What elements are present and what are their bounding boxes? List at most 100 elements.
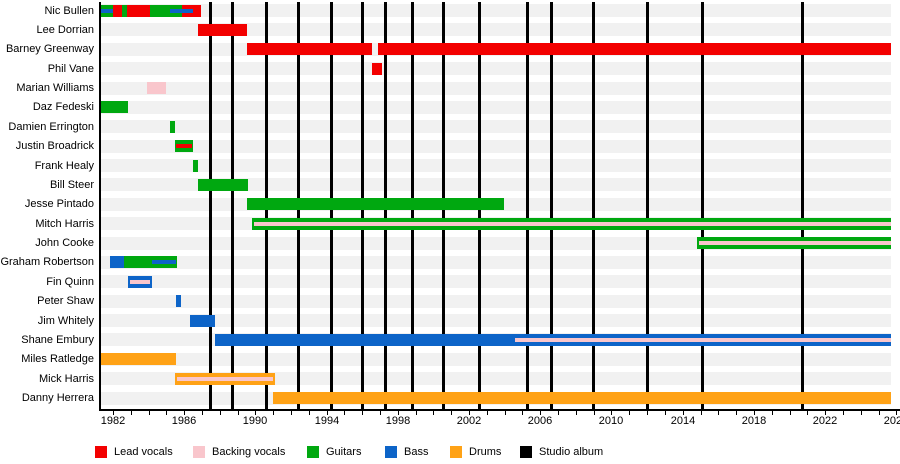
legend-swatch-lead-vocals	[95, 446, 107, 458]
legend-label-lead-vocals: Lead vocals	[114, 446, 173, 458]
member-label: Fin Quinn	[46, 276, 94, 288]
bar-orange	[101, 353, 176, 365]
axis-tick	[754, 411, 755, 415]
album-line	[801, 2, 804, 410]
axis-tick	[362, 411, 363, 415]
axis-tick	[469, 411, 470, 415]
bar-blue	[176, 295, 181, 307]
x-axis-line	[99, 409, 900, 411]
axis-tick-label: 2026	[883, 415, 900, 427]
bar-blue	[110, 256, 128, 268]
axis-tick	[380, 411, 381, 415]
axis-tick	[416, 411, 417, 415]
legend-label-backing-vocals: Backing vocals	[212, 446, 286, 458]
axis-tick	[896, 411, 897, 415]
legend-label-guitars: Guitars	[326, 446, 362, 458]
row-band	[100, 159, 891, 172]
bar-green	[122, 5, 127, 17]
axis-tick	[576, 411, 577, 415]
legend-swatch-guitars	[307, 446, 319, 458]
bar-blue	[190, 315, 215, 327]
bar-red	[176, 144, 192, 148]
axis-tick	[291, 411, 292, 415]
bar-green	[198, 179, 248, 191]
axis-tick	[825, 411, 826, 415]
row-band	[100, 140, 891, 153]
axis-tick	[611, 411, 612, 415]
axis-tick-label: 1994	[314, 415, 340, 427]
axis-tick	[273, 411, 274, 415]
bar-green	[247, 198, 504, 210]
album-line	[592, 2, 595, 410]
row-band	[100, 256, 891, 269]
legend-swatch-backing-vocals	[193, 446, 205, 458]
member-label: Graham Robertson	[0, 256, 94, 268]
member-label: John Cooke	[35, 237, 94, 249]
row-band	[100, 353, 891, 366]
axis-tick	[505, 411, 506, 415]
axis-tick	[166, 411, 167, 415]
bar-pink	[515, 338, 891, 342]
axis-tick	[540, 411, 541, 415]
bar-blue	[152, 260, 176, 264]
axis-tick	[220, 411, 221, 415]
axis-tick	[558, 411, 559, 415]
axis-tick	[522, 411, 523, 415]
axis-tick	[309, 411, 310, 415]
axis-tick	[433, 411, 434, 415]
axis-tick	[451, 411, 452, 415]
member-label: Marian Williams	[16, 82, 94, 94]
member-label: Daz Fedeski	[32, 101, 94, 113]
bar-green	[124, 256, 177, 268]
member-label: Jesse Pintado	[24, 198, 94, 210]
album-line	[646, 2, 649, 410]
row-band	[100, 295, 891, 308]
axis-tick	[736, 411, 737, 415]
row-band	[100, 82, 891, 95]
bar-pink	[699, 241, 891, 245]
axis-tick	[701, 411, 702, 415]
member-label: Bill Steer	[49, 179, 94, 191]
axis-tick-label: 2010	[598, 415, 624, 427]
axis-tick	[398, 411, 399, 415]
axis-tick	[255, 411, 256, 415]
axis-tick	[665, 411, 666, 415]
axis-tick	[683, 411, 684, 415]
bar-pink	[147, 82, 166, 94]
member-label: Justin Broadrick	[15, 140, 94, 152]
axis-tick-label: 1986	[171, 415, 197, 427]
bar-red	[247, 43, 372, 55]
legend-label-drums: Drums	[469, 446, 502, 458]
axis-tick	[790, 411, 791, 415]
legend-label-studio-album: Studio album	[539, 446, 604, 458]
row-band	[100, 101, 891, 114]
member-label: Shane Embury	[21, 334, 94, 346]
axis-tick-label: 2002	[456, 415, 482, 427]
axis-tick	[131, 411, 132, 415]
bar-blue	[101, 9, 113, 13]
bar-green	[193, 160, 198, 172]
bar-red	[372, 63, 382, 75]
legend-swatch-drums	[450, 446, 462, 458]
axis-tick	[113, 411, 114, 415]
member-label: Mick Harris	[39, 373, 94, 385]
axis-tick-label: 2006	[527, 415, 553, 427]
member-label: Peter Shaw	[37, 295, 94, 307]
axis-tick	[344, 411, 345, 415]
axis-tick	[184, 411, 185, 415]
member-label: Phil Vane	[47, 63, 94, 75]
member-label: Lee Dorrian	[36, 24, 94, 36]
axis-tick-label: 2022	[812, 415, 838, 427]
y-axis-line	[99, 2, 101, 410]
member-label: Nic Bullen	[44, 5, 94, 17]
member-label: Damien Errington	[8, 121, 94, 133]
axis-tick	[487, 411, 488, 415]
bar-pink	[130, 280, 150, 284]
axis-tick	[647, 411, 648, 415]
album-line	[526, 2, 529, 410]
axis-tick	[807, 411, 808, 415]
bar-green	[101, 101, 128, 113]
album-line	[701, 2, 704, 410]
member-label: Barney Greenway	[5, 43, 94, 55]
